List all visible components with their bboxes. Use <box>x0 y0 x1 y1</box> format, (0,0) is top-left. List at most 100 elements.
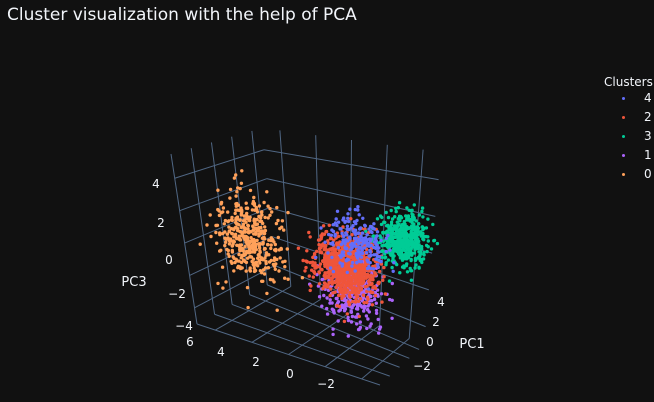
legend-label: 2 <box>644 110 652 124</box>
data-point <box>336 275 340 280</box>
data-point <box>269 236 273 240</box>
data-point <box>250 208 255 212</box>
y-tick-label: 4 <box>217 345 225 359</box>
data-point <box>356 205 360 209</box>
data-point <box>407 242 412 247</box>
data-point <box>228 196 232 200</box>
data-point <box>241 249 245 253</box>
data-point <box>253 219 257 224</box>
x-tick-label: 0 <box>426 335 434 349</box>
data-point <box>257 246 262 250</box>
data-point <box>234 208 238 212</box>
data-point <box>347 301 352 305</box>
data-point <box>340 303 344 307</box>
data-point <box>366 317 370 321</box>
data-point <box>286 277 290 281</box>
grid-line <box>279 130 292 287</box>
data-point <box>245 256 250 260</box>
data-point <box>372 222 376 226</box>
data-point <box>261 221 265 226</box>
data-point <box>315 249 319 253</box>
data-point <box>374 257 378 261</box>
data-point <box>271 278 275 282</box>
data-point <box>272 240 276 244</box>
data-point <box>317 295 322 299</box>
data-point <box>296 246 301 250</box>
data-point <box>319 267 324 272</box>
data-point <box>248 269 253 273</box>
data-point <box>232 256 236 260</box>
data-point <box>229 259 233 264</box>
data-point <box>329 252 334 256</box>
data-point <box>258 250 262 254</box>
data-point <box>339 269 343 273</box>
data-point <box>286 210 290 215</box>
data-point <box>279 247 283 251</box>
data-point <box>266 204 270 208</box>
data-point <box>283 265 287 269</box>
x-axis-title: PC1 <box>459 337 484 352</box>
data-point <box>237 234 241 238</box>
data-point <box>236 186 240 190</box>
data-point <box>354 307 359 311</box>
data-point <box>377 327 382 331</box>
data-point <box>318 262 323 266</box>
data-point <box>357 259 361 263</box>
data-point <box>321 224 326 228</box>
data-point <box>432 239 436 243</box>
data-point <box>317 271 322 275</box>
data-point <box>239 181 244 185</box>
data-point <box>402 222 407 226</box>
data-point <box>394 240 398 245</box>
grid-line <box>184 207 270 244</box>
data-point <box>392 232 397 236</box>
data-point <box>313 271 317 275</box>
data-point <box>247 245 251 249</box>
data-point <box>435 241 440 246</box>
data-point <box>418 250 423 254</box>
data-point <box>261 279 265 283</box>
data-point <box>370 303 375 307</box>
data-point <box>347 251 351 256</box>
data-point <box>409 278 414 282</box>
data-point <box>414 219 418 223</box>
data-point <box>359 234 363 238</box>
y-tick-label: 0 <box>286 367 294 381</box>
data-point <box>350 290 354 295</box>
data-point <box>368 239 373 243</box>
data-point <box>348 237 352 241</box>
legend-item-4[interactable]: 4 <box>604 89 653 108</box>
data-point <box>238 238 242 242</box>
data-point <box>367 227 371 231</box>
data-point <box>328 266 333 270</box>
data-point <box>375 230 380 234</box>
data-point <box>410 224 414 228</box>
legend-item-3[interactable]: 3 <box>604 127 653 146</box>
legend-item-0[interactable]: 0 <box>604 165 653 184</box>
data-point <box>311 275 315 279</box>
data-point <box>336 319 340 323</box>
data-point <box>389 240 394 244</box>
data-point <box>252 195 256 200</box>
data-point <box>259 256 264 260</box>
data-point <box>267 253 271 257</box>
data-point <box>244 201 248 205</box>
data-point <box>252 242 256 246</box>
data-point <box>346 219 351 224</box>
data-point <box>220 265 225 269</box>
points-layer <box>198 169 440 338</box>
legend-item-1[interactable]: 1 <box>604 146 653 165</box>
data-point <box>244 214 249 218</box>
data-point <box>221 286 225 290</box>
data-point <box>240 169 244 173</box>
data-point <box>311 263 315 268</box>
data-point <box>198 242 202 246</box>
data-point <box>240 266 244 270</box>
legend-item-2[interactable]: 2 <box>604 108 653 127</box>
data-point <box>363 240 367 244</box>
data-point <box>414 263 418 267</box>
data-point <box>392 261 396 265</box>
data-point <box>336 234 341 239</box>
data-point <box>275 257 279 262</box>
